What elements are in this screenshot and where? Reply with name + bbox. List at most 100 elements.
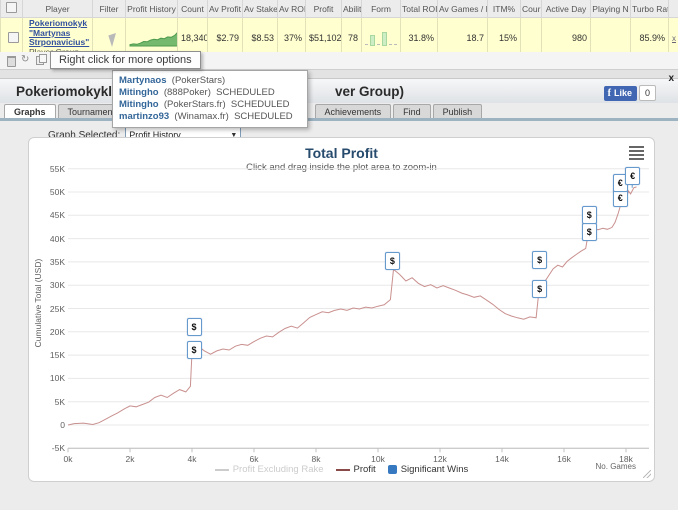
y-tick-label: 20K [49,326,65,337]
legend-item[interactable]: Profit [335,464,376,475]
column-header[interactable]: Player [22,0,93,18]
dollar-win-marker[interactable]: $ [532,250,548,269]
playing-now-cell [590,17,631,59]
context-menu-item[interactable]: Mitingho (PokerStars.fr) SCHEDULED [119,99,290,110]
column-header[interactable]: Profit History [125,0,178,18]
panel-title-right: ver Group) [335,84,405,99]
tooltip: Right click for more options [50,51,201,69]
player-link[interactable]: Pokeriomokyk [29,18,88,28]
legend-item[interactable]: Significant Wins [387,464,469,475]
legend-marker [214,468,229,471]
panel-title-left: Pokeriomokykla.co [16,84,140,99]
x-axis-title: No. Games [595,462,636,471]
euro-win-marker[interactable]: € [625,167,641,186]
legend-label: Profit [353,464,376,475]
form-baseline-dash [365,44,368,45]
select-all-checkbox[interactable] [6,2,17,13]
player-link[interactable]: Strponavicius" [29,37,90,47]
remove-row-button[interactable]: x [672,34,676,43]
row-checkbox[interactable] [8,31,19,43]
form-bar [370,35,375,46]
y-tick-label: 25K [49,303,65,314]
form-baseline-dash [389,44,392,45]
tab-publish[interactable]: Publish [432,104,483,118]
form-baseline-dash [394,44,397,45]
y-tick-label: 0 [60,420,65,430]
dollar-win-marker[interactable]: $ [186,341,202,360]
x-tick-label: 8k [311,454,321,465]
x-tick-label: 12k [433,454,447,465]
context-menu-item[interactable]: Mitingho (888Poker) SCHEDULED [119,87,275,98]
legend-item[interactable]: Profit Excluding Rake [214,464,324,475]
dollar-win-marker[interactable]: $ [186,317,202,336]
tab-find[interactable]: Find [393,104,431,118]
column-header[interactable] [668,0,678,18]
column-header[interactable]: Playing N [590,0,631,18]
panel-header: Pokeriomokykla.co ver Group) x f Like 0 [0,73,678,103]
context-menu-item[interactable]: Martynaos (PokerStars) [119,75,226,86]
x-tick-label: 2k [125,454,135,465]
column-header[interactable]: Count [177,0,208,18]
chart-title: Total Profit [305,145,378,161]
column-header[interactable]: Profit [305,0,342,18]
dollar-win-marker[interactable]: $ [581,223,597,242]
column-header[interactable]: Active Day [541,0,591,18]
tab-graphs[interactable]: Graphs [4,104,56,118]
y-tick-label: 45K [49,210,65,221]
column-header[interactable]: Cour [520,0,542,18]
chart-subtitle: Click and drag inside the plot area to z… [246,162,437,173]
dollar-win-marker[interactable]: $ [532,279,548,298]
copy-icon[interactable] [36,54,47,65]
y-tick-label: -5K [51,443,65,454]
x-tick-label: 6k [249,454,259,465]
column-header[interactable]: Total ROI [400,0,438,18]
x-tick-label: 14k [495,454,509,465]
context-menu-item[interactable]: martinzo93 (Winamax.fr) SCHEDULED [119,111,293,122]
y-tick-label: 55K [49,163,65,174]
form-baseline-dash [377,44,380,45]
tab-achievements[interactable]: Achievements [314,104,392,118]
y-tick-label: 5K [54,396,65,407]
chart-legend: Profit Excluding Rake Profit Significant W… [29,464,654,475]
x-tick-label: 18k [619,454,633,465]
form-bar [382,32,387,46]
player-link[interactable]: "Martynas [29,27,71,38]
facebook-like-button[interactable]: f Like [603,85,637,101]
y-tick-label: 35K [49,256,65,267]
profit-sparkline [129,32,177,46]
legend-marker [387,465,397,474]
facebook-like-widget[interactable]: f Like 0 [603,85,656,101]
legend-label: Significant Wins [400,464,469,475]
dollar-win-marker[interactable]: $ [581,205,597,224]
column-header[interactable]: Filter [92,0,126,18]
x-tick-label: 4k [187,454,197,465]
column-header[interactable]: ITM% [487,0,521,18]
column-header[interactable]: Turbo Rati [630,0,669,18]
facebook-like-count: 0 [638,85,656,101]
column-header[interactable]: Av ROI [277,0,306,18]
x-tick-label: 0k [63,454,73,465]
legend-marker [335,468,350,471]
dollar-win-marker[interactable]: $ [384,251,400,270]
column-header[interactable]: Av Games / D [437,0,488,18]
resize-handle[interactable] [643,470,651,478]
tab-strip: Graphs Tournaments Achievements Find Publish [0,103,678,121]
player-context-menu: Martynaos (PokerStars) Mitingho (888Poker… [112,70,308,128]
x-tick-label: 10k [371,454,385,465]
chevron-down-icon: ▼ [230,131,238,139]
chart-container[interactable]: Total Profit Click and drag inside the p… [28,137,655,482]
column-header[interactable]: Form [361,0,401,18]
trash-icon[interactable] [7,56,16,67]
chart-menu-icon[interactable] [629,146,644,162]
refresh-icon[interactable]: ↻ [21,54,30,65]
active-day-cell: 980 [541,17,591,59]
close-icon[interactable]: x [668,73,674,84]
y-tick-label: 40K [49,233,65,244]
column-header[interactable]: Av Stake [242,0,278,18]
column-header[interactable]: Av Profit [207,0,243,18]
col-first[interactable] [0,0,23,18]
form-chart [365,30,397,46]
legend-label: Profit Excluding Rake [232,464,324,475]
column-header[interactable]: Abilit [341,0,362,18]
plot-area[interactable] [29,138,654,481]
